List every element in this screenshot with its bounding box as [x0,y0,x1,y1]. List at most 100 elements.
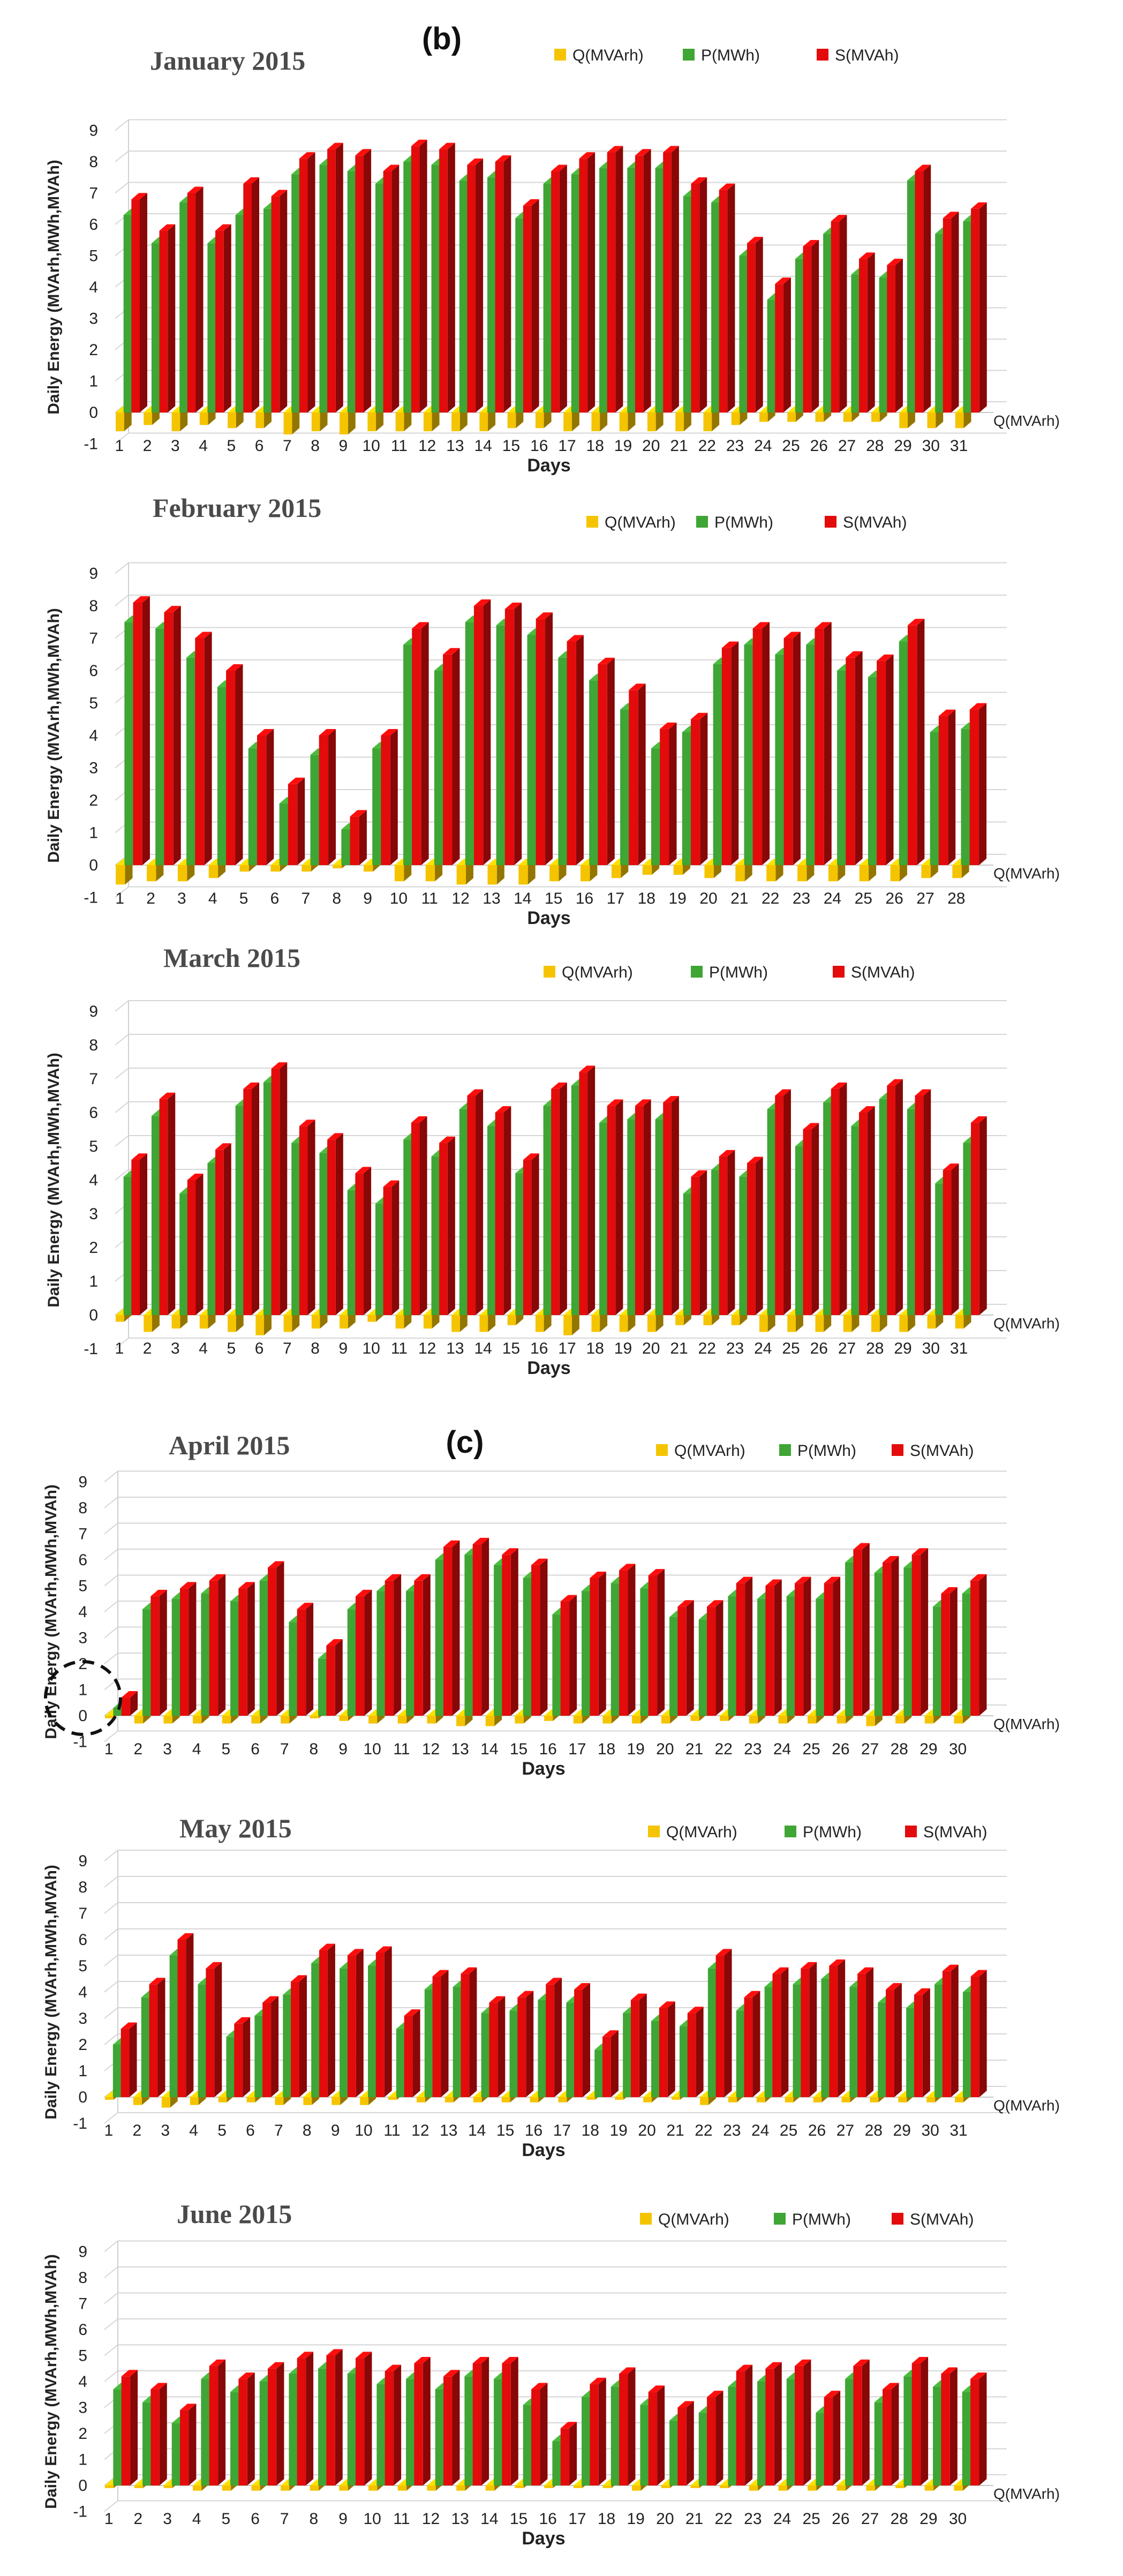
x-tick-label: 24 [773,2510,791,2528]
bar-s [567,635,584,865]
bar-front [124,622,134,865]
x-tick-label: 19 [668,890,686,907]
bar-side [189,1582,197,1716]
gridline-side [104,1902,118,1914]
bar-top [677,2401,694,2408]
x-tick-label: 14 [468,2122,486,2139]
bar-side [264,1309,272,1335]
bar-side [587,1065,596,1315]
bar-s [619,1564,636,1716]
bar-front [823,1102,832,1315]
bar-top [752,622,770,629]
x-tick-label: 27 [836,2122,854,2139]
x-tick-label: 10 [355,2122,372,2139]
bar-front [935,1183,944,1315]
bar-side [218,1574,226,1716]
bar-side [554,1978,562,2097]
bar-s [970,1574,987,1716]
bar-top [531,2383,548,2390]
bar-side [223,224,231,412]
bar-side [307,1120,315,1315]
bar-side [979,1116,987,1315]
bar-s [238,2372,255,2485]
y-tick-label: 9 [78,2243,87,2261]
bar-front [828,865,838,882]
gridline-side [104,1850,118,1861]
bar-top [350,810,367,817]
bar-front [435,1560,444,1716]
bar-front [275,2097,284,2105]
gridline-side [104,1574,118,1587]
bar-front [123,215,132,412]
bar-front [786,2379,796,2485]
bar-top [291,1975,307,1982]
bar-front [310,2485,319,2491]
gridline-side [104,2370,118,2382]
bar-front [385,1580,394,1716]
bar-top [517,1991,534,1997]
bar-top [472,2357,489,2364]
bar-top [414,2357,431,2364]
bar-front [590,2384,599,2485]
bar-side [469,1967,477,2097]
bar-side [531,1153,539,1315]
bar-top [473,599,491,606]
x-tick-label: 8 [303,2122,312,2139]
x-tick-label: 28 [866,1340,884,1357]
y-tick-label: 4 [89,727,98,745]
x-tick-label: 26 [832,2510,849,2528]
bar-front [485,1716,495,1726]
bar-top [268,1561,284,1568]
bar-front [179,202,188,412]
bar-front [655,168,664,412]
bar-front [607,152,616,412]
y-tick-label: 0 [78,2477,87,2495]
bar-front [563,1315,572,1335]
x-tick-label: 6 [246,2122,255,2139]
bar-front [930,732,939,865]
bar-front [451,412,460,432]
bar-front [150,1596,160,1716]
bar-top [355,1167,372,1174]
bar-side [895,259,903,412]
bar-front [163,2485,172,2488]
bar-side [587,152,596,412]
y-tick-label: 9 [89,122,98,140]
bar-front [933,2386,942,2485]
bar-front [347,2374,357,2485]
bar-top [795,2359,811,2366]
bar-s [941,2367,958,2485]
bar-front [808,2485,817,2491]
bar-front [163,1716,172,1724]
bar-s [752,622,770,865]
bar-front [871,1315,880,1332]
bar-front [546,1984,555,2097]
bar-front [560,1601,570,1716]
y-tick-label: 8 [78,1499,87,1517]
bar-front [251,2485,260,2491]
bar-s [660,722,677,865]
bar-front [187,1180,196,1315]
bar-front [195,638,205,865]
bar-front [961,729,970,865]
bar-side [252,1082,260,1315]
bar-front [302,865,311,872]
bar-front [527,635,537,865]
bar-top [914,1988,930,1995]
bar-side [639,1993,647,2097]
bar-top [883,2383,899,2390]
x-tick-label: 22 [698,1340,716,1357]
bar-side [855,651,863,865]
gridline-side [104,1730,118,1743]
bar-s [215,1143,231,1315]
gridline-side [115,1068,129,1079]
bar-front [579,159,588,412]
bar-front [703,1315,712,1325]
bar-front [507,1315,516,1325]
bar-front [598,664,607,865]
bar-front [193,2485,202,2491]
bar-s [319,1943,335,2097]
bar-side [731,641,739,865]
bar-s [853,1543,870,1716]
bar-s [598,657,615,865]
